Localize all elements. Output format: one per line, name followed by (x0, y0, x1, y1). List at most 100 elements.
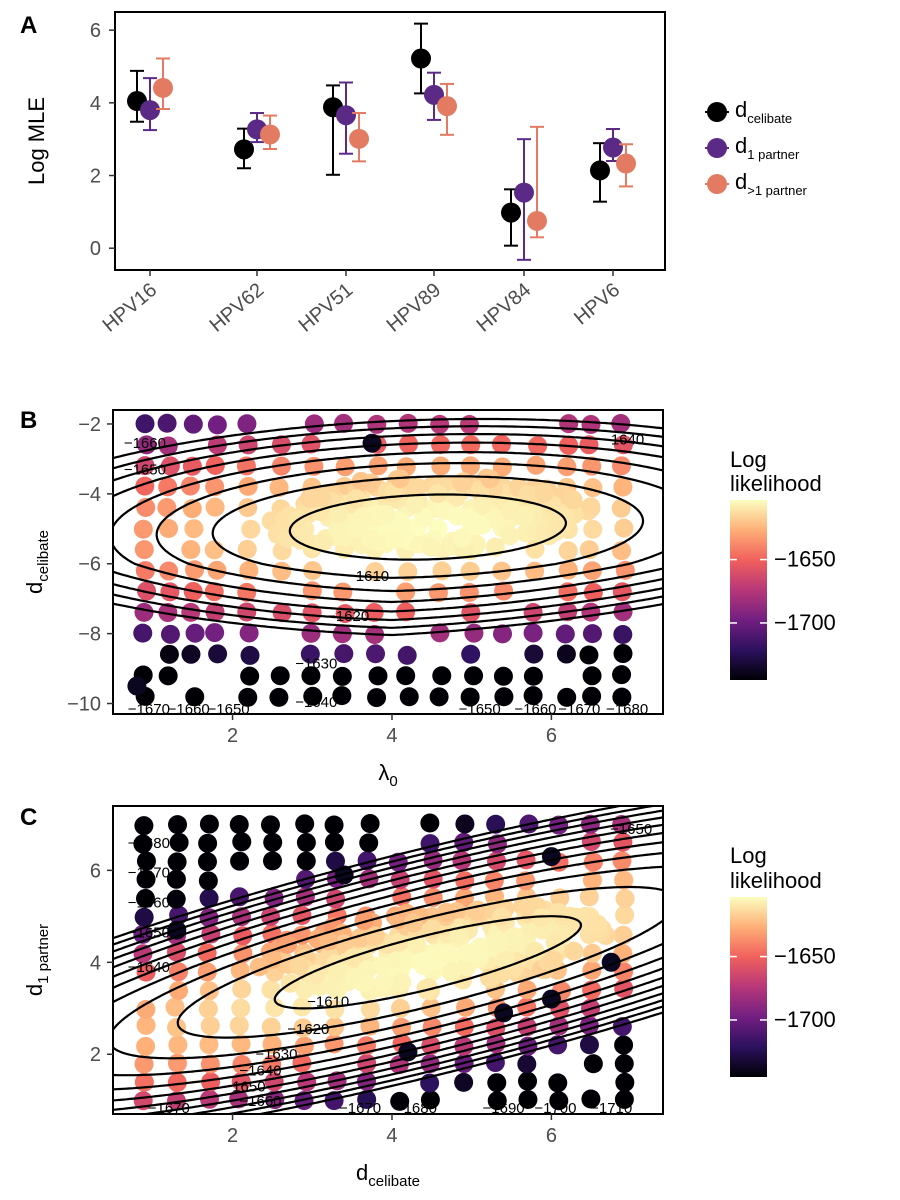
scatter-point (460, 456, 480, 476)
scatter-point (467, 943, 487, 963)
panel-a-point (437, 96, 457, 117)
scatter-point (500, 526, 520, 546)
legend-label: d1 partner (735, 133, 800, 162)
contour-label: −1650 (124, 461, 166, 478)
scatter-point (421, 537, 441, 557)
contour-line (113, 841, 663, 1091)
scatter-point (274, 510, 294, 530)
scatter-point (303, 561, 323, 581)
scatter-point (566, 907, 586, 927)
scatter-point (613, 644, 633, 664)
scatter-point (185, 623, 205, 643)
panel-a-point (260, 124, 280, 145)
scatter-point (134, 816, 154, 836)
scatter-point (469, 515, 489, 535)
panel-a-axes: 0 2 4 6 HPV16 HPV62 HPV51 HPV89 HPV84 HPV6 (90, 20, 624, 336)
scatter-point (398, 413, 418, 433)
contour-line (113, 865, 663, 1060)
scatter-point (292, 997, 312, 1017)
scatter-point (183, 414, 203, 434)
scatter-point (517, 1054, 537, 1074)
panel-b-chart: −1660−1650−1640−1610−1620−1630−1640−1670… (22, 409, 664, 790)
panel-a-y-tick-label: 6 (90, 20, 101, 42)
y-tick-label: 6 (90, 860, 101, 882)
scatter-point (582, 870, 602, 890)
panel-a-x-tick-label: HPV6 (570, 279, 624, 329)
scatter-point (364, 603, 384, 623)
scatter-point (365, 926, 385, 946)
panel-letter-c: C (20, 804, 37, 831)
scatter-point (260, 815, 280, 835)
scatter-point (292, 1053, 312, 1073)
contour-line (113, 451, 663, 604)
scatter-point (185, 687, 205, 707)
scatter-point (198, 833, 218, 853)
scatter-point (133, 519, 153, 539)
scatter-point (324, 1091, 344, 1111)
scatter-point (431, 435, 451, 455)
contour-label: −1610 (307, 993, 349, 1010)
scatter-point (557, 457, 577, 477)
contour-label: −1670 (339, 1100, 381, 1117)
scatter-point (579, 887, 599, 907)
scatter-point (301, 434, 321, 454)
scatter-point (454, 1072, 474, 1092)
scatter-point (583, 519, 603, 539)
legend-key-point (707, 174, 727, 194)
y-tick-label: −8 (78, 624, 101, 646)
scatter-point (615, 905, 635, 925)
contour-label: −1650 (128, 924, 170, 941)
panel-a-point (590, 160, 610, 181)
scatter-point (518, 1089, 538, 1109)
scatter-point (325, 999, 345, 1019)
scatter-point (296, 833, 316, 853)
contour-label: −1680 (395, 1100, 437, 1117)
contour-line (288, 493, 567, 561)
scatter-point (270, 666, 290, 686)
scatter-point (324, 815, 344, 835)
scatter-point (422, 1017, 442, 1037)
scatter-point (208, 644, 228, 664)
scatter-point (304, 414, 324, 434)
panel-a-y-tick-label: 0 (90, 238, 101, 260)
scatter-point (262, 851, 282, 871)
scatter-point (414, 508, 434, 528)
contour-line (113, 433, 663, 622)
scatter-point (303, 686, 323, 706)
scatter-point (160, 456, 180, 476)
scatter-point (525, 941, 545, 961)
scatter-point (614, 518, 634, 538)
scatter-point (528, 436, 548, 456)
scatter-point (612, 1017, 632, 1037)
panel-c-colorbar: Log likelihood −1650 −1700 (730, 843, 836, 1077)
legend-key-point (707, 102, 727, 122)
scatter-point (613, 477, 633, 497)
scatter-point (420, 1090, 440, 1110)
scatter-point (461, 644, 481, 664)
contour-label: −1670 (128, 701, 170, 718)
scatter-point (543, 950, 563, 970)
scatter-point (416, 979, 436, 999)
panel-a-x-tick-label: HPV62 (206, 279, 269, 337)
scatter-point (278, 528, 298, 548)
scatter-point (581, 497, 601, 517)
contour-label: −1680 (128, 835, 170, 852)
scatter-point (523, 666, 543, 686)
scatter-point (432, 666, 452, 686)
scatter-point (231, 998, 251, 1018)
scatter-point (347, 489, 367, 509)
contour-label: −1670 (148, 1100, 190, 1117)
scatter-point (615, 889, 635, 909)
scatter-point (289, 956, 309, 976)
scatter-point (198, 871, 218, 891)
panel-c-points (133, 813, 635, 1111)
scatter-point (582, 624, 602, 644)
scatter-point (579, 645, 599, 665)
scatter-point (169, 832, 189, 852)
contour-line (113, 823, 663, 1111)
scatter-point (460, 687, 480, 707)
contour-label: −1650 (208, 701, 250, 718)
colorbar-tick-label: −1700 (774, 610, 836, 635)
scatter-point (614, 1054, 634, 1074)
contour-line (273, 915, 583, 1010)
